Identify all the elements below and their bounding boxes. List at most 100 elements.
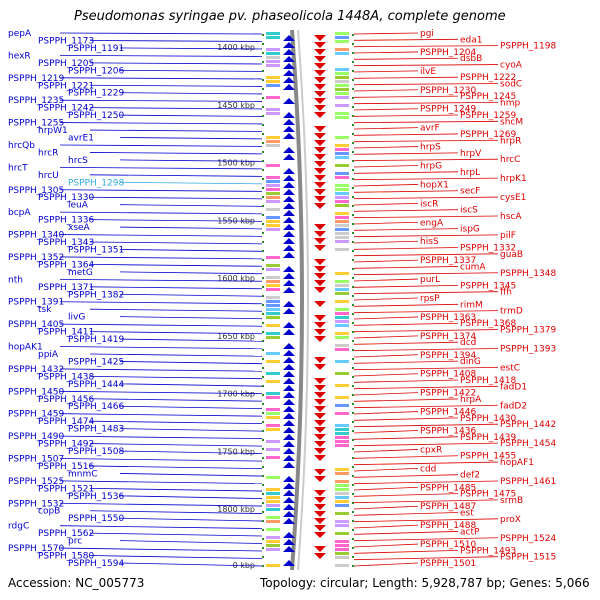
left-gene-label: PSPPH_1242 <box>38 104 94 114</box>
right-gene-label: sodC <box>500 79 522 89</box>
tick-dot-left <box>262 367 264 369</box>
left-gene-label: PSPPH_1507 <box>8 454 64 464</box>
tick-dot-right <box>352 511 354 513</box>
right-leader-line <box>353 310 499 314</box>
gene-arrow-reverse <box>314 105 326 111</box>
gene-arrow-reverse <box>314 49 326 55</box>
left-gene-label: PSPPH_1483 <box>68 425 124 435</box>
left-gene-label: PSPPH_1444 <box>68 380 124 390</box>
left-leader-line <box>119 92 263 95</box>
left-leader-line <box>89 286 263 290</box>
category-stripe-right <box>335 360 349 363</box>
right-gene-label: hrpG <box>420 162 442 172</box>
right-gene-label: estC <box>500 363 520 373</box>
gene-arrow-forward <box>283 42 295 48</box>
left-gene-label: PSPPH_1352 <box>8 253 64 263</box>
tick-dot-left <box>262 241 264 243</box>
category-stripe-left <box>266 228 280 231</box>
category-stripe-left <box>266 144 280 147</box>
right-leader-line <box>353 165 419 168</box>
tick-dot-right <box>352 313 354 315</box>
left-leader-line <box>119 114 263 117</box>
category-stripe-right <box>335 152 349 155</box>
left-leader-line <box>89 443 263 447</box>
category-stripe-right <box>335 52 349 55</box>
gene-arrow-reverse <box>314 427 326 433</box>
gene-arrow-forward <box>283 483 295 489</box>
category-stripe-left <box>266 492 280 495</box>
tick-dot-right <box>352 79 354 81</box>
category-stripe-left <box>266 264 280 267</box>
right-gene-label: PSPPH_1418 <box>460 376 516 386</box>
gene-arrow-forward <box>283 413 295 419</box>
right-gene-label: dinG <box>460 357 481 367</box>
gene-arrow-reverse <box>314 126 326 132</box>
gene-arrow-forward <box>283 504 295 510</box>
category-stripe-right <box>335 220 349 223</box>
right-leader-line <box>353 171 459 174</box>
gene-arrow-reverse <box>314 448 326 454</box>
right-gene-label: PSPPH_1348 <box>500 269 556 279</box>
left-leader-line <box>119 562 263 567</box>
category-stripe-right <box>335 224 349 227</box>
right-leader-line <box>353 114 459 117</box>
gene-arrow-forward <box>283 350 295 356</box>
gene-arrow-forward <box>283 168 295 174</box>
left-leader-line <box>89 510 263 514</box>
category-stripe-left <box>266 284 280 287</box>
kbp-label: 1650 kbp <box>217 332 255 341</box>
tick-dot-right <box>352 223 354 225</box>
right-leader-line <box>353 253 499 257</box>
gene-arrow-reverse <box>314 238 326 244</box>
gene-arrow-forward <box>283 98 295 104</box>
right-leader-line <box>353 385 499 390</box>
category-stripe-left <box>266 312 280 315</box>
left-leader-line <box>59 256 263 260</box>
right-gene-label: hmp <box>500 98 520 108</box>
tick-dot-right <box>352 538 354 540</box>
right-leader-line <box>353 64 499 67</box>
tick-dot-left <box>262 160 264 162</box>
category-stripe-right <box>335 316 349 319</box>
category-stripe-right <box>335 300 349 303</box>
right-leader-line <box>353 360 459 364</box>
left-gene-label: PSPPH_1250 <box>68 111 124 121</box>
gene-arrow-forward <box>283 420 295 426</box>
left-leader-line <box>89 398 263 402</box>
tick-dot-left <box>262 313 264 315</box>
right-leader-line <box>353 322 459 326</box>
category-stripe-right <box>335 116 349 119</box>
category-stripe-right <box>335 384 349 387</box>
category-stripe-left <box>266 304 280 307</box>
category-stripe-right <box>335 496 349 499</box>
category-stripe-left <box>266 176 280 179</box>
right-gene-label: fadD1 <box>500 382 527 392</box>
gene-arrow-forward <box>283 210 295 216</box>
right-gene-label: ispG <box>460 225 480 235</box>
category-stripe-left <box>266 48 280 51</box>
left-leader-line <box>89 375 263 380</box>
category-stripe-right <box>335 348 349 351</box>
gene-arrow-forward <box>283 266 295 272</box>
tick-dot-left <box>262 115 264 117</box>
gene-arrow-forward <box>283 518 295 524</box>
kbp-label: 1500 kbp <box>217 159 255 168</box>
tick-dot-left <box>262 43 264 45</box>
category-stripe-right <box>335 428 349 431</box>
category-stripe-right <box>335 216 349 219</box>
category-stripe-right <box>335 336 349 339</box>
right-gene-label: hscA <box>500 212 522 222</box>
left-leader-line <box>59 234 263 237</box>
right-leader-line <box>353 146 419 149</box>
right-leader-line <box>353 423 499 428</box>
right-gene-label: fadD2 <box>500 401 527 411</box>
category-stripe-left <box>266 520 280 523</box>
tick-dot-left <box>262 529 264 531</box>
tick-dot-left <box>262 52 264 54</box>
right-gene-label: cysE1 <box>500 193 526 203</box>
gene-arrow-forward <box>283 196 295 202</box>
gene-arrow-forward <box>283 385 295 391</box>
category-stripe-left <box>266 76 280 79</box>
left-leader-line <box>89 219 263 222</box>
gene-arrow-reverse <box>314 231 326 237</box>
